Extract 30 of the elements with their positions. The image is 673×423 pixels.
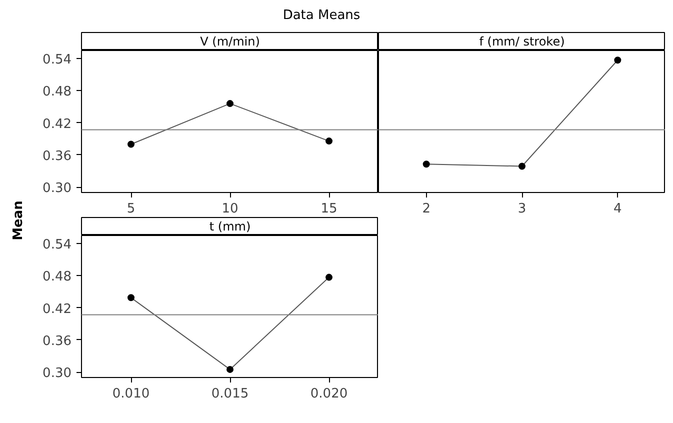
x-tick-label: 4 (614, 202, 622, 216)
y-tick-label: 0.36 (42, 334, 72, 349)
chart-title: V (m/min) (200, 34, 260, 48)
point (128, 140, 134, 148)
x-tick-label: 10 (222, 202, 238, 216)
chart-title: f (mm/ stroke) (479, 34, 565, 48)
y-tick-label: 0.48 (42, 84, 72, 100)
text: Data Means (282, 8, 360, 23)
x-tick-label: 5 (126, 202, 136, 216)
point (226, 100, 234, 108)
y-axis-title: Mean (11, 200, 26, 240)
y-tick-label: 0.42 (42, 116, 72, 132)
x-tick-label: 15 (320, 202, 338, 216)
x-tick-label: 0.010 (112, 386, 150, 402)
y-tick-label: 0.42 (42, 302, 72, 317)
point (128, 294, 134, 302)
point (326, 138, 332, 145)
y-tick-label: 0.54 (42, 52, 72, 68)
x-tick-label: 0.020 (310, 386, 348, 402)
y-tick-label: 0.36 (42, 148, 72, 164)
y-tick-label: 0.30 (42, 181, 72, 196)
x-tick-label: 2 (422, 202, 430, 216)
chart-title: t (mm) (209, 220, 251, 234)
x-tick-label: 0.015 (211, 386, 249, 402)
y-tick-label: 0.54 (42, 238, 72, 253)
y-tick-label: 0.30 (42, 366, 72, 382)
point (326, 274, 332, 281)
point (226, 366, 234, 373)
y-tick-label: 0.48 (42, 270, 72, 285)
x-tick-label: 3 (518, 202, 526, 216)
